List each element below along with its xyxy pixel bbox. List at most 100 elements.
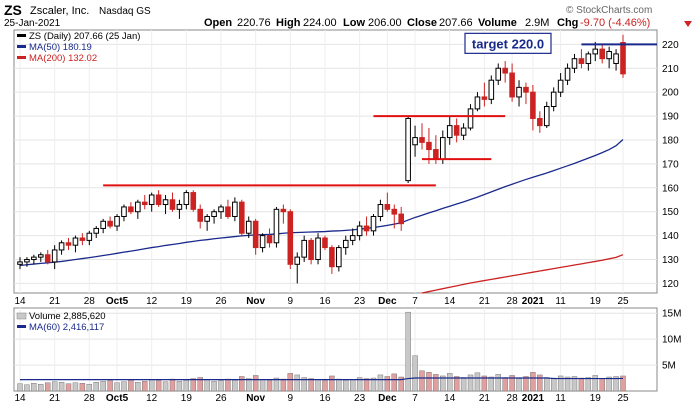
- candle-body: [218, 206, 224, 213]
- candle-body: [384, 204, 391, 210]
- volume-bar: [121, 381, 127, 392]
- candle-body: [474, 96, 481, 110]
- x-tick-label: 26: [215, 296, 227, 307]
- target-label: target 220.0: [472, 36, 544, 51]
- x-tick-label: 9: [288, 393, 294, 404]
- x-tick-label: 28: [507, 393, 519, 404]
- chg-label: Chg: [557, 17, 578, 29]
- candle-body: [342, 239, 349, 249]
- x-tick-label: 19: [181, 296, 193, 307]
- volume-bar: [453, 376, 460, 392]
- candle-body: [65, 242, 72, 246]
- low-label: Low: [343, 17, 365, 29]
- ma50-line: [19, 139, 624, 267]
- low-value: 206.00: [368, 17, 402, 29]
- x-tick-label: 7: [412, 296, 418, 307]
- volume-bar: [578, 377, 585, 392]
- volume-bar: [93, 381, 99, 392]
- volume-bar: [100, 380, 106, 392]
- candle-body: [557, 79, 564, 93]
- candle-body: [24, 259, 30, 263]
- target-label-box: [464, 32, 552, 54]
- volume-bar: [183, 379, 190, 392]
- volume-bar: [613, 376, 619, 392]
- candle-body: [391, 208, 398, 215]
- volume-bar: [440, 375, 446, 392]
- candle-body: [294, 256, 301, 265]
- volume-bar: [343, 379, 349, 392]
- candle-body: [232, 201, 238, 217]
- x-tick-label: 21: [49, 393, 61, 404]
- watermark: © StockCharts.com: [566, 5, 652, 16]
- volume-bar: [232, 379, 238, 392]
- candle-body: [426, 141, 432, 151]
- x-tick-label: 19: [181, 393, 193, 404]
- close-label: Close: [407, 17, 437, 29]
- candle-body: [363, 225, 370, 232]
- volume-bar: [523, 376, 529, 392]
- x-tick-label: 12: [146, 296, 158, 307]
- volume-bar: [377, 374, 384, 392]
- legend-vol-ma: MA(60) 2,416,117: [29, 322, 104, 333]
- volume-value: 2.9M: [525, 17, 549, 29]
- high-label: High: [276, 17, 301, 29]
- exchange: Nasdaq GS: [99, 6, 151, 17]
- legend-price: ZS (Daily) 207.66 (25 Jan): [29, 31, 140, 42]
- volume-bar: [308, 378, 314, 392]
- x-tick-label: 11: [555, 296, 566, 307]
- candle-body: [135, 201, 141, 213]
- candle-body: [51, 249, 58, 263]
- volume-bar: [17, 383, 23, 392]
- candle-body: [44, 254, 51, 263]
- candle-body: [176, 204, 183, 210]
- candle-body: [419, 137, 425, 143]
- candle-body: [273, 208, 280, 244]
- volume-bar: [550, 377, 557, 392]
- candle-body: [481, 96, 488, 100]
- candle-body: [31, 256, 37, 261]
- volume-bar: [481, 375, 488, 392]
- volume-bar: [433, 374, 439, 392]
- volume-bar: [51, 381, 58, 392]
- volume-bar: [557, 375, 564, 392]
- candle-body: [239, 201, 245, 234]
- candle-body: [17, 261, 23, 265]
- x-tick-label: 7: [412, 393, 418, 404]
- volume-bar: [488, 376, 495, 392]
- price-tick-label: 120: [662, 279, 679, 290]
- ma50-legend-swatch: [17, 45, 26, 48]
- volume-bar: [606, 376, 612, 392]
- price-tick-label: 210: [662, 64, 679, 75]
- volume-bar: [322, 380, 328, 392]
- volume-bar: [585, 377, 592, 392]
- candle-body: [197, 208, 203, 222]
- vol-ma-legend-swatch: [17, 325, 26, 328]
- volume-panel: [13, 307, 658, 392]
- price-tick-label: 130: [662, 255, 679, 266]
- close-value: 207.66: [439, 17, 473, 29]
- x-tick-label: Oct5: [106, 296, 129, 307]
- volume-tick-label: 5M: [662, 361, 676, 372]
- candle-body: [356, 225, 363, 237]
- price-tick-label: 140: [662, 231, 679, 242]
- volume-bar: [564, 376, 571, 392]
- volume-bar: [460, 377, 467, 392]
- candle-body: [225, 206, 231, 217]
- candle-body: [329, 247, 335, 268]
- volume-bar: [142, 380, 148, 392]
- volume-bar: [502, 377, 508, 392]
- volume-bar: [544, 377, 550, 392]
- volume-bar: [155, 380, 162, 392]
- open-label: Open: [204, 17, 232, 29]
- candle-body: [72, 237, 79, 246]
- candle-body: [405, 117, 411, 182]
- chg-value: -9.70 (-4.46%): [580, 17, 650, 29]
- x-tick-label: Oct5: [106, 393, 129, 404]
- volume-bar: [38, 384, 44, 392]
- legend-volume: Volume 2,885,620: [29, 311, 106, 322]
- candle-body: [488, 79, 495, 100]
- candle-body: [349, 235, 356, 241]
- candle-body: [252, 220, 259, 249]
- volume-bar: [31, 383, 37, 392]
- candle-body: [301, 239, 307, 258]
